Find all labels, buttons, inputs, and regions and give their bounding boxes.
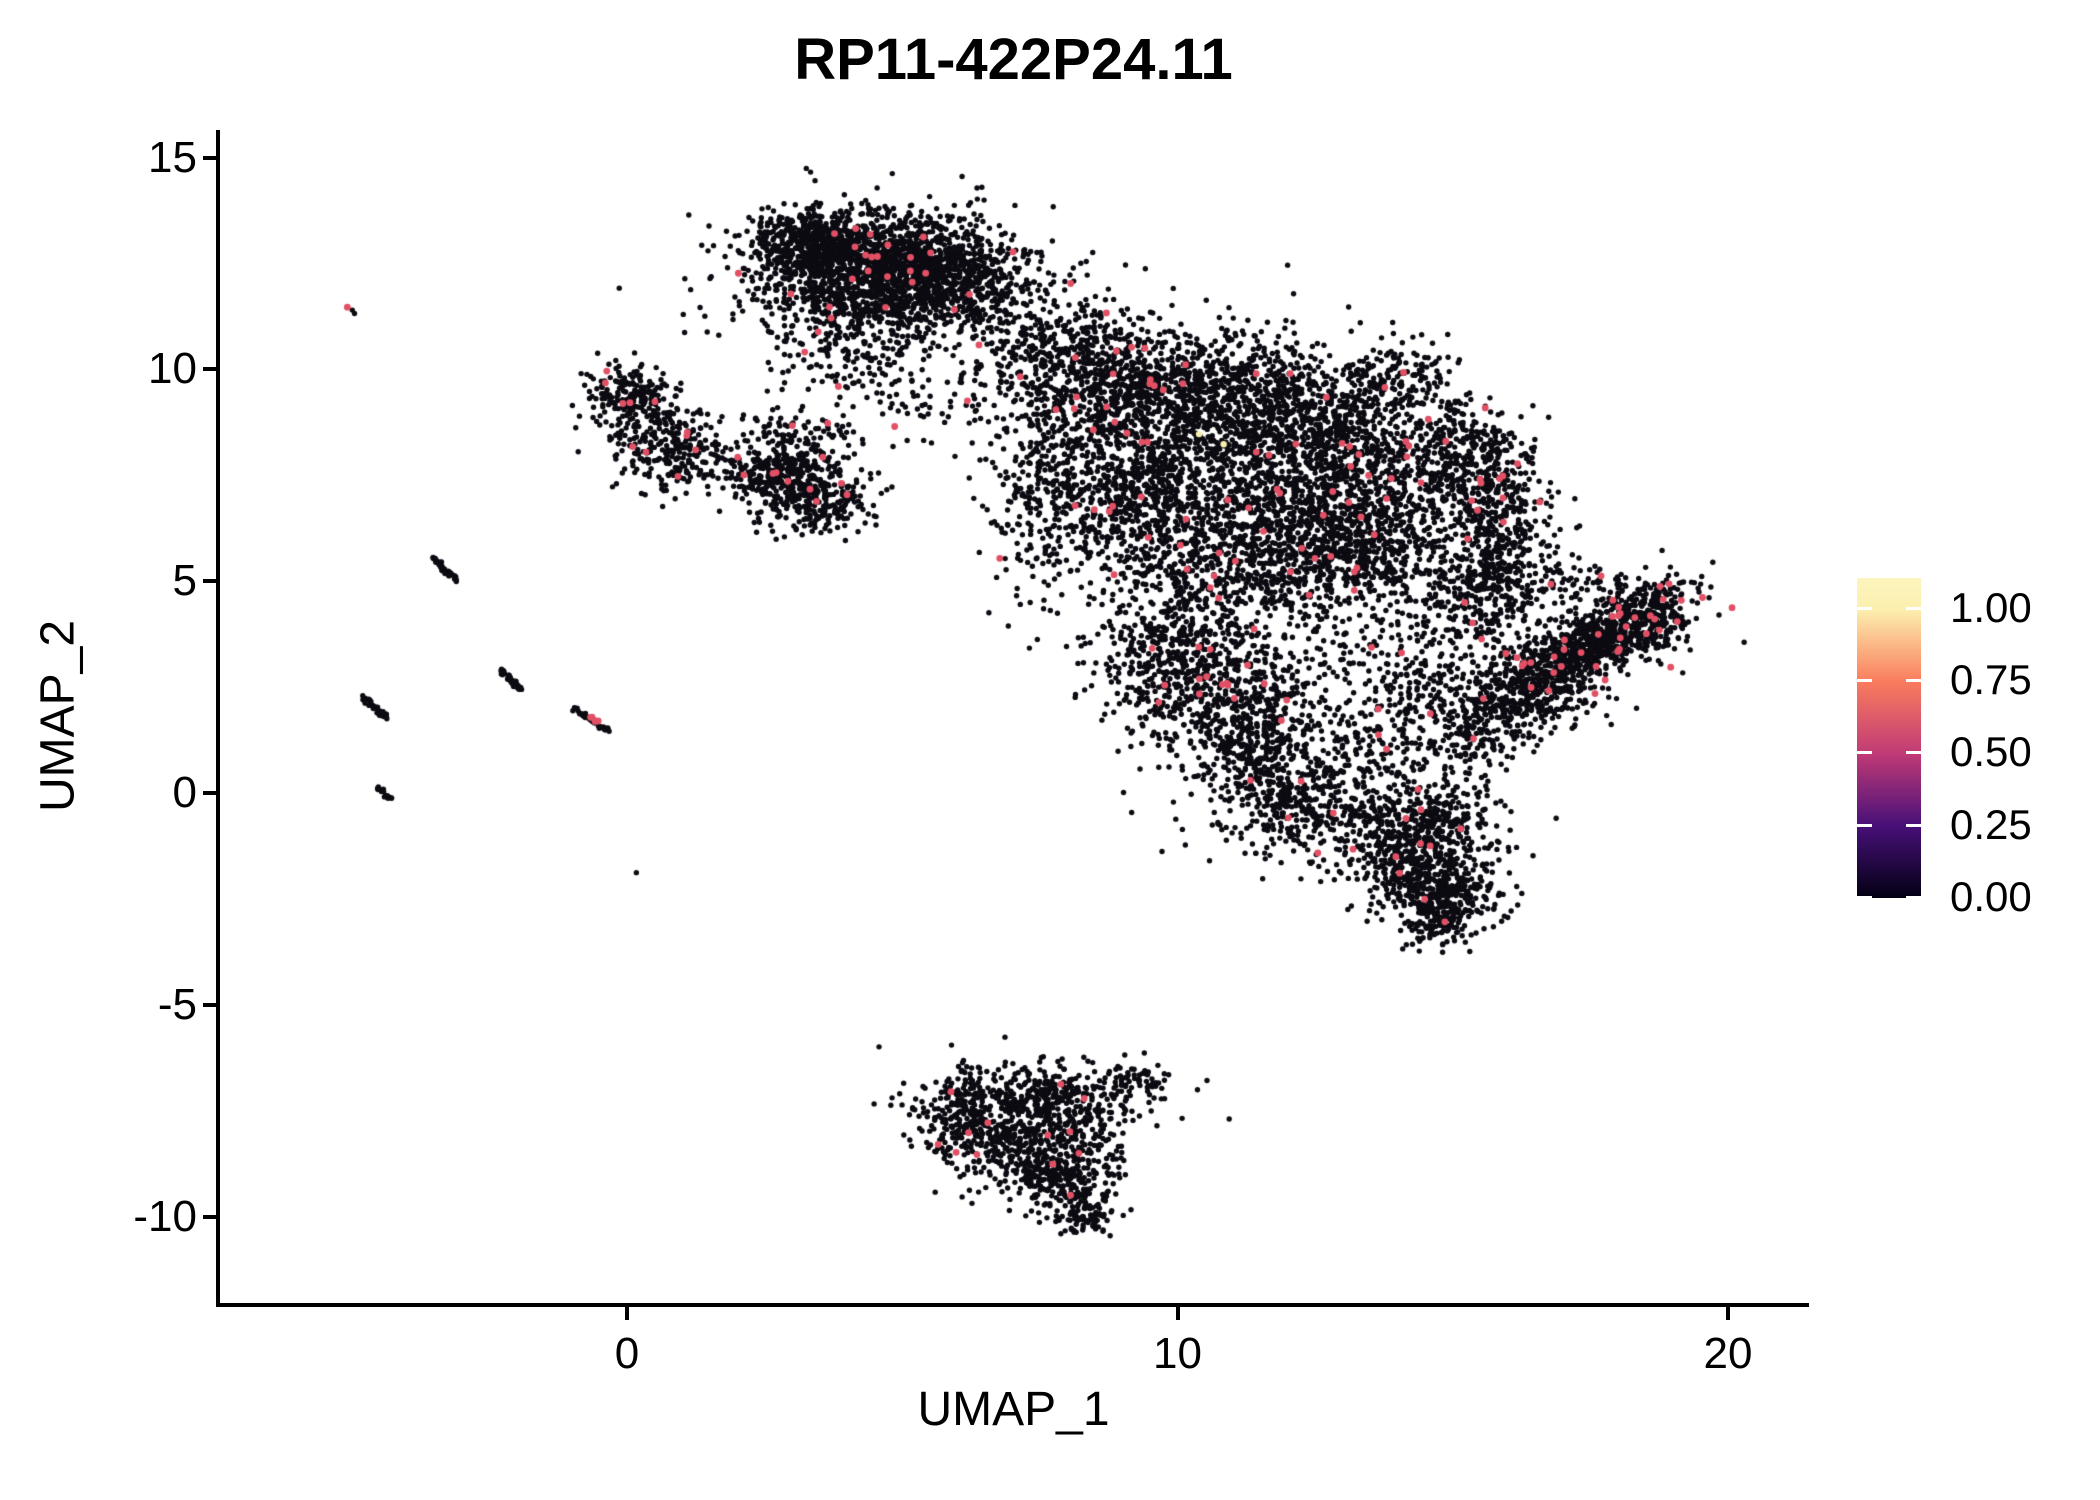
- legend-tick-mark: [1906, 607, 1921, 610]
- y-axis-tick: [203, 155, 216, 160]
- legend-tick-mark: [1906, 751, 1921, 754]
- legend-tick-mark: [1906, 824, 1921, 827]
- y-axis-tick-label: 10: [148, 344, 197, 394]
- y-axis-tick-label: -10: [133, 1191, 197, 1241]
- y-axis-tick-label: 0: [172, 768, 197, 817]
- y-axis-tick: [203, 791, 216, 795]
- legend-tick-mark: [1906, 679, 1921, 682]
- legend-tick-mark: [1857, 896, 1872, 899]
- legend-colorbar: [1857, 578, 1921, 898]
- y-axis-line: [216, 130, 220, 1307]
- x-axis-title: UMAP_1: [917, 1383, 1110, 1436]
- legend-tick-mark: [1857, 679, 1872, 682]
- legend-tick-mark: [1857, 751, 1872, 754]
- legend-tick-label: 1.00: [1950, 584, 2032, 631]
- legend-tick-mark: [1857, 824, 1872, 827]
- legend-tick-mark: [1857, 607, 1872, 610]
- y-axis-title: UMAP_2: [31, 619, 85, 813]
- legend-tick-mark: [1906, 896, 1921, 899]
- x-axis-tick: [1175, 1307, 1180, 1320]
- y-axis-tick: [203, 367, 216, 372]
- x-axis-tick: [625, 1307, 629, 1320]
- x-axis-tick: [1726, 1307, 1730, 1320]
- x-axis-line: [216, 1303, 1809, 1307]
- x-axis-tick-label: 0: [614, 1329, 640, 1378]
- x-axis-tick-label: 20: [1703, 1329, 1753, 1378]
- legend-tick-label: 0.50: [1950, 728, 2032, 775]
- legend-tick-label: 0.00: [1950, 873, 2032, 920]
- y-axis-tick-label: 15: [148, 132, 197, 182]
- y-axis-tick-label: -5: [157, 979, 197, 1029]
- y-axis-tick: [203, 1002, 216, 1007]
- y-axis-tick: [203, 1214, 216, 1219]
- legend-tick-label: 0.25: [1950, 801, 2032, 848]
- y-axis-tick-label: 5: [172, 556, 197, 606]
- x-axis-tick-label: 10: [1153, 1329, 1202, 1378]
- legend-tick-label: 0.75: [1950, 656, 2032, 703]
- y-axis-tick: [203, 579, 216, 584]
